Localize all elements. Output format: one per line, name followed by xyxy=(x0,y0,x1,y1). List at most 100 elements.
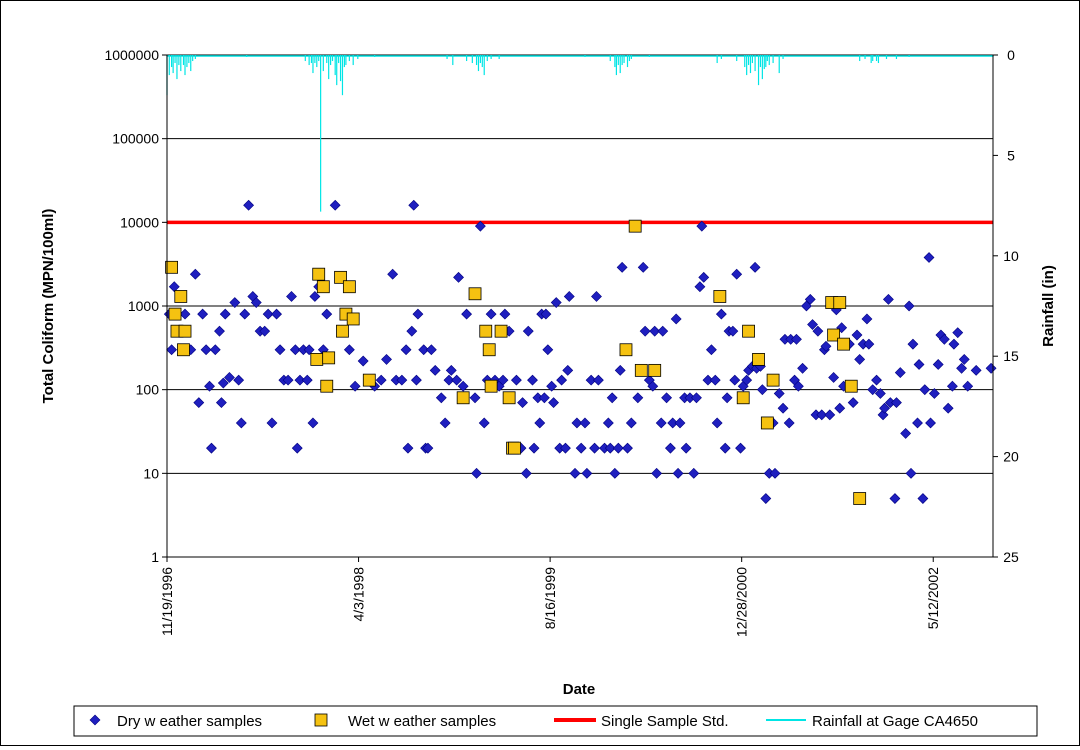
dry-sample-point xyxy=(219,308,231,320)
dry-sample-point xyxy=(696,220,708,232)
legend-wet-label: Wet w eather samples xyxy=(348,713,496,730)
dry-sample-point xyxy=(321,308,333,320)
dry-sample-point xyxy=(381,353,392,365)
dry-sample-point xyxy=(948,338,960,350)
wet-sample-point xyxy=(482,343,496,357)
dry-sample-point xyxy=(655,417,667,429)
x-tick-label: 11/19/1996 xyxy=(159,567,175,636)
y-axis-label: Total Coliform (MPN/100ml) xyxy=(40,209,57,404)
dry-sample-point xyxy=(542,344,554,356)
dry-sample-point xyxy=(418,344,430,356)
dry-sample-point xyxy=(879,402,891,414)
dry-sample-point xyxy=(215,397,227,409)
dry-sample-point xyxy=(520,467,532,479)
dry-sample-point xyxy=(534,417,546,429)
dry-sample-point xyxy=(694,281,706,293)
wet-sample-point xyxy=(742,324,755,338)
dry-sample-point xyxy=(510,374,522,386)
dry-sample-point xyxy=(913,359,925,370)
dry-sample-point xyxy=(233,374,245,386)
dry-sample-point xyxy=(193,397,205,409)
dry-sample-point xyxy=(571,417,583,429)
dry-sample-point xyxy=(485,308,497,320)
dry-sample-point xyxy=(871,374,882,386)
legend-dry-label: Dry w eather samples xyxy=(117,713,262,730)
wet-sample-point xyxy=(502,391,516,405)
dry-sample-point xyxy=(581,467,593,479)
y-tick-label: 10000 xyxy=(120,214,159,230)
dry-sample-point xyxy=(889,493,901,504)
dry-sample-point xyxy=(863,338,875,350)
dry-sample-point xyxy=(540,308,552,320)
dry-sample-point xyxy=(729,374,741,386)
dry-sample-point xyxy=(443,374,455,386)
dry-sample-point xyxy=(451,374,463,386)
dry-sample-point xyxy=(637,261,649,273)
dry-sample-point xyxy=(639,325,651,337)
dry-sample-point xyxy=(527,374,538,386)
dry-sample-point xyxy=(266,417,278,429)
dry-sample-point xyxy=(591,291,602,302)
dry-sample-point xyxy=(303,344,315,356)
rainfall-series xyxy=(166,55,994,212)
dry-sample-point xyxy=(453,271,464,283)
y2-tick-label: 25 xyxy=(1003,549,1019,565)
dry-sample-point xyxy=(903,300,915,312)
dry-sample-point xyxy=(589,442,600,454)
dry-sample-point xyxy=(429,364,441,376)
dry-sample-point xyxy=(647,380,659,392)
dry-sample-point xyxy=(560,442,571,454)
wet-sample-point xyxy=(494,324,508,338)
x-axis-label: Date xyxy=(563,681,596,698)
dry-sample-point xyxy=(406,325,418,337)
dry-sample-point xyxy=(756,384,768,396)
dry-sample-point xyxy=(548,397,559,409)
x-tick-label: 4/3/1998 xyxy=(351,567,367,622)
dry-sample-point xyxy=(715,308,727,320)
dry-sample-point xyxy=(874,388,886,399)
dry-sample-point xyxy=(474,220,486,232)
dry-sample-point xyxy=(538,392,550,404)
dry-sample-point xyxy=(907,338,919,350)
dry-sample-point xyxy=(674,417,686,429)
dry-sample-point xyxy=(670,313,682,325)
y2-tick-label: 10 xyxy=(1003,248,1019,264)
dry-sample-point xyxy=(731,268,743,280)
wet-sample-point xyxy=(648,363,662,377)
dry-sample-point xyxy=(741,374,753,386)
dry-sample-point xyxy=(791,333,802,345)
wet-sample-point xyxy=(833,296,847,309)
dry-sample-point xyxy=(938,333,950,345)
wet-sample-point xyxy=(827,328,841,342)
dry-sample-point xyxy=(301,374,313,386)
dry-sample-point xyxy=(905,467,917,479)
dry-sample-point xyxy=(657,325,669,337)
dry-sample-point xyxy=(239,308,251,320)
dry-sample-point xyxy=(343,344,355,356)
dry-sample-point xyxy=(309,291,321,302)
dry-sample-point xyxy=(861,313,873,325)
dry-sample-point xyxy=(919,384,931,396)
dry-sample-point xyxy=(952,327,964,339)
dry-sample-point xyxy=(243,199,255,211)
wet-sample-point xyxy=(320,379,334,393)
dry-sample-point xyxy=(563,291,575,302)
wet-sample-point xyxy=(310,353,324,366)
y2-tick-label: 0 xyxy=(1007,47,1015,63)
dry-sample-point xyxy=(214,325,225,337)
wet-sample-point xyxy=(316,280,330,294)
dry-sample-point xyxy=(435,392,447,404)
dry-sample-point xyxy=(569,467,581,479)
dry-sample-point xyxy=(923,252,935,263)
dry-sample-point xyxy=(625,417,637,429)
dry-sample-point xyxy=(804,293,816,305)
dry-sample-point xyxy=(235,417,247,429)
dry-sample-point xyxy=(224,372,235,383)
wet-sample-point xyxy=(456,391,470,405)
wet-sample-point xyxy=(837,337,850,351)
dry-sample-point xyxy=(168,281,180,293)
dry-sample-point xyxy=(206,442,217,454)
wet-sample-point xyxy=(177,343,190,357)
dry-sample-point xyxy=(932,359,944,370)
